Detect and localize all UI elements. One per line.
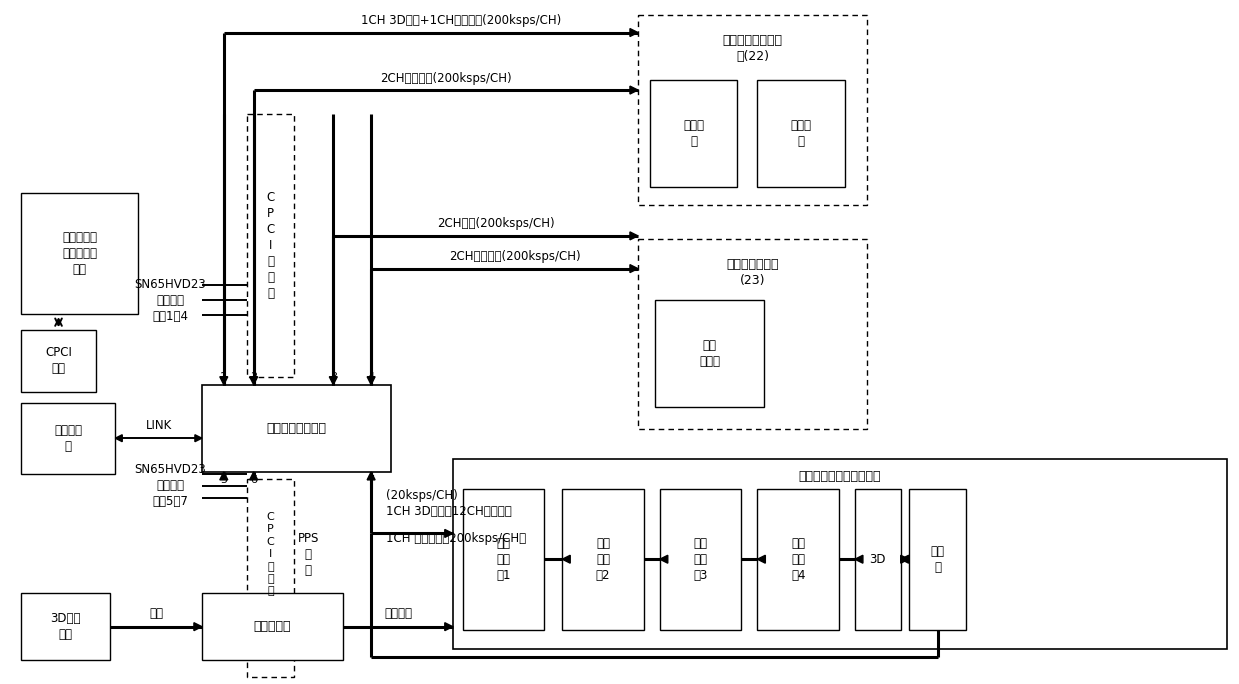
Polygon shape <box>445 622 452 631</box>
Text: LINK: LINK <box>145 419 172 432</box>
Text: 2CH自导信号(200ksps/CH): 2CH自导信号(200ksps/CH) <box>380 72 512 85</box>
Bar <box>908 489 966 630</box>
Polygon shape <box>629 29 638 36</box>
Text: 3: 3 <box>330 371 337 382</box>
Bar <box>202 384 392 472</box>
Text: 电磁
接收
器1: 电磁 接收 器1 <box>497 537 510 581</box>
Bar <box>21 193 139 314</box>
Polygon shape <box>115 435 123 442</box>
Text: 4: 4 <box>368 371 374 382</box>
Text: 声磁复合拖曳线列阵组件: 声磁复合拖曳线列阵组件 <box>799 471 881 484</box>
Text: 1: 1 <box>221 371 227 382</box>
Polygon shape <box>629 265 638 272</box>
Polygon shape <box>901 555 908 563</box>
Text: 5: 5 <box>221 475 227 485</box>
Text: 计算机主板
（大容量硬
盘）: 计算机主板 （大容量硬 盘） <box>62 231 97 276</box>
Polygon shape <box>250 472 258 480</box>
Text: 数字流转换电路板: 数字流转换电路板 <box>266 422 326 435</box>
Bar <box>655 300 764 408</box>
Text: 右水听
器: 右水听 器 <box>790 119 812 148</box>
Polygon shape <box>445 529 452 538</box>
Text: 1CH 3D信号＋12CH电磁信号: 1CH 3D信号＋12CH电磁信号 <box>387 505 512 518</box>
Text: 矢量水听器组件
(23): 矢量水听器组件 (23) <box>726 258 778 287</box>
Polygon shape <box>901 555 908 563</box>
Polygon shape <box>367 472 375 480</box>
Text: 同步电路板: 同步电路板 <box>254 620 291 633</box>
Bar <box>855 489 901 630</box>
Text: 2CH噪声(200ksps/CH): 2CH噪声(200ksps/CH) <box>436 218 554 231</box>
Text: 2: 2 <box>250 371 258 382</box>
Text: CPCI
底板: CPCI 底板 <box>45 346 72 376</box>
Polygon shape <box>250 377 258 384</box>
Text: 2CH自导信号(200ksps/CH): 2CH自导信号(200ksps/CH) <box>449 250 580 263</box>
Text: PPS
同
步: PPS 同 步 <box>297 531 320 577</box>
Bar <box>638 14 867 205</box>
Bar <box>660 489 741 630</box>
Text: (20ksps/CH): (20ksps/CH) <box>387 489 457 502</box>
Text: 左水听
器: 左水听 器 <box>683 119 704 148</box>
Text: 7: 7 <box>368 475 374 485</box>
Bar <box>563 489 644 630</box>
Bar <box>247 114 295 377</box>
Text: 电磁
接收
器2: 电磁 接收 器2 <box>596 537 611 581</box>
Polygon shape <box>195 435 202 442</box>
Text: C
P
C
I
转
接
板: C P C I 转 接 板 <box>266 512 275 596</box>
Polygon shape <box>219 472 228 480</box>
Text: C
P
C
I
转
接
板: C P C I 转 接 板 <box>266 191 275 300</box>
Text: 信号处理
板: 信号处理 板 <box>55 423 82 453</box>
Text: 电磁
接收
器3: 电磁 接收 器3 <box>694 537 707 581</box>
Text: 3D: 3D <box>870 553 886 566</box>
Text: SN65HVD23
接口芯片
通道1～4: SN65HVD23 接口芯片 通道1～4 <box>134 278 206 323</box>
Bar <box>21 593 110 660</box>
Text: 雷体左右水听器组
件(22): 雷体左右水听器组 件(22) <box>722 34 782 63</box>
Bar <box>21 402 115 474</box>
Text: 1CH 声学信号（200ksps/CH）: 1CH 声学信号（200ksps/CH） <box>387 532 527 545</box>
Bar <box>462 489 544 630</box>
Bar <box>247 479 295 677</box>
Bar <box>757 80 845 187</box>
Polygon shape <box>855 555 862 563</box>
Bar <box>757 489 839 630</box>
Polygon shape <box>660 555 668 563</box>
Text: 同步: 同步 <box>149 607 164 620</box>
Polygon shape <box>219 377 228 384</box>
Bar <box>638 239 867 430</box>
Bar <box>202 593 343 660</box>
Polygon shape <box>330 377 337 384</box>
Polygon shape <box>367 377 375 384</box>
Polygon shape <box>195 622 202 631</box>
Text: SN65HVD23
接口芯片
通道5～7: SN65HVD23 接口芯片 通道5～7 <box>134 463 206 508</box>
Text: 水听
器: 水听 器 <box>930 544 944 574</box>
Bar <box>650 80 737 187</box>
Polygon shape <box>629 232 638 240</box>
Polygon shape <box>757 555 766 563</box>
Bar <box>452 459 1228 650</box>
Text: 6: 6 <box>250 475 258 485</box>
Text: 1CH 3D信号+1CH噪声信号(200ksps/CH): 1CH 3D信号+1CH噪声信号(200ksps/CH) <box>361 14 561 27</box>
Text: 3D同步
设备: 3D同步 设备 <box>51 612 81 641</box>
Polygon shape <box>629 86 638 94</box>
Text: 同步输出: 同步输出 <box>384 607 413 620</box>
Bar <box>21 330 97 392</box>
Polygon shape <box>563 555 570 563</box>
Text: 电磁
接收
器4: 电磁 接收 器4 <box>790 537 805 581</box>
Text: 矢量
水听器: 矢量 水听器 <box>699 339 720 369</box>
